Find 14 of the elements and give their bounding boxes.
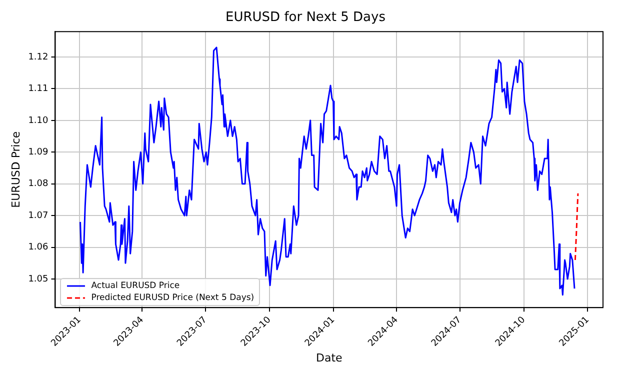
legend-label: Actual EURUSD Price bbox=[91, 280, 180, 292]
y-tick-label: 1.06 bbox=[28, 242, 49, 253]
x-axis-title: Date bbox=[316, 351, 342, 364]
y-axis-title: EURUSD Price bbox=[9, 131, 22, 208]
y-tick-label: 1.10 bbox=[28, 116, 49, 126]
y-tick-label: 1.12 bbox=[28, 52, 48, 62]
y-tick-label: 1.11 bbox=[28, 84, 48, 94]
y-tick-label: 1.08 bbox=[28, 179, 49, 190]
y-tick-label: 1.05 bbox=[28, 274, 48, 284]
line-series bbox=[574, 192, 579, 261]
y-tick-label: 1.07 bbox=[28, 210, 48, 221]
legend-label: Predicted EURUSD Price (Next 5 Days) bbox=[91, 292, 254, 304]
chart-title: EURUSD for Next 5 Days bbox=[226, 10, 386, 26]
y-tick-label: 1.09 bbox=[28, 147, 49, 158]
